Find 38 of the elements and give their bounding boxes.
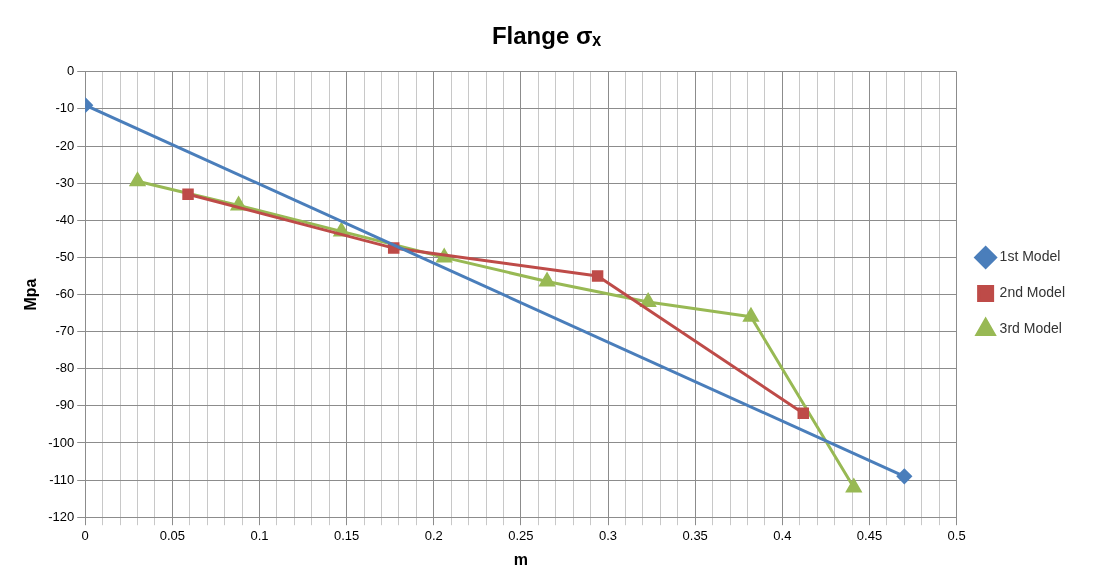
y-tick-label: -40: [55, 211, 75, 227]
y-tick-label: -110: [49, 471, 75, 487]
x-tick-label: 0.3: [599, 527, 618, 543]
x-tick-label: 0.05: [159, 527, 186, 543]
chart-title: Flange σₓ: [491, 22, 602, 50]
point: [797, 407, 809, 420]
y-tick-label: -10: [55, 100, 75, 116]
y-tick-label: -60: [55, 286, 75, 302]
y-tick-label: 0: [66, 63, 75, 79]
y-tick-label: -20: [55, 137, 75, 153]
x-tick-label: 0: [81, 527, 89, 543]
y-tick-label: -100: [48, 434, 75, 450]
point: [591, 270, 604, 282]
point: [640, 293, 656, 307]
point: [743, 308, 759, 322]
x-tick-label: 0.5: [947, 527, 966, 543]
y-tick-label: -120: [48, 508, 75, 524]
legend-label: 2nd Model: [999, 284, 1066, 301]
x-tick-label: 0.45: [856, 527, 883, 543]
x-tick-label: 0.2: [424, 527, 443, 543]
legend-label: 3rd Model: [999, 320, 1062, 337]
y-tick-label: -50: [55, 248, 75, 264]
y-axis-title: Mpa: [22, 278, 40, 311]
point: [182, 188, 194, 201]
x-axis-title: m: [513, 550, 529, 568]
y-tick-label: -90: [55, 397, 75, 413]
y-tick-label: -80: [55, 360, 75, 376]
x-tick-label: 0.15: [333, 527, 360, 543]
point: [539, 273, 555, 287]
y-tick-label: -30: [55, 174, 75, 190]
x-tick-label: 0.25: [508, 527, 534, 543]
point: [846, 479, 862, 493]
x-tick-label: 0.4: [773, 527, 792, 543]
legend-label: 1st Model: [999, 248, 1061, 265]
point: [129, 172, 146, 187]
x-tick-label: 0.35: [682, 527, 708, 543]
y-tick-label: -70: [55, 323, 75, 339]
x-tick-label: 0.1: [250, 527, 269, 543]
